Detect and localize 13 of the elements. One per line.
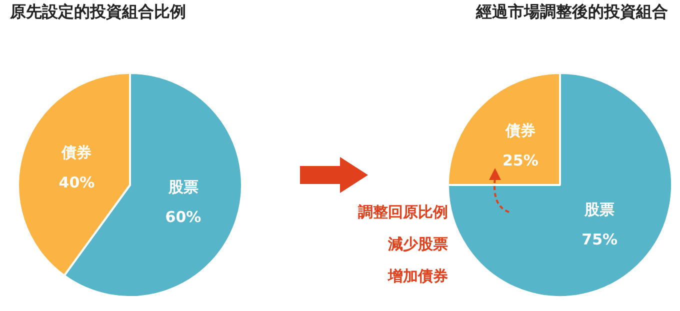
- slice-label: 股票: [167, 178, 198, 196]
- text: 增加債券: [386, 267, 448, 286]
- data-label: 75%: [582, 230, 618, 248]
- data-label: 25%: [502, 151, 538, 170]
- text: 調整回原比例: [357, 203, 448, 222]
- text: 減少股票: [387, 235, 448, 254]
- chart-title: 經過市場調整後的投資組合: [476, 2, 668, 23]
- data-label: 60%: [165, 208, 202, 226]
- slice-label: 股票: [584, 200, 615, 218]
- chart-title: 原先設定的投資組合比例: [10, 2, 186, 23]
- slice-label: 債券: [60, 144, 92, 162]
- data-label: 40%: [58, 174, 95, 192]
- slice-label: 債券: [504, 121, 536, 140]
